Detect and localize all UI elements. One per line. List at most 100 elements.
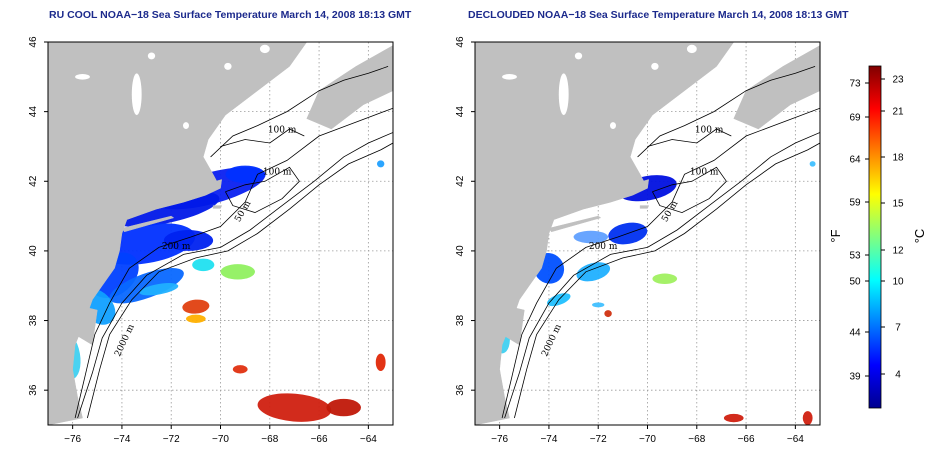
left-sst-patch: [225, 165, 265, 184]
left-land-feature: [121, 215, 175, 233]
right-land-feature: [634, 179, 650, 191]
left-contour-label: 200 m: [162, 242, 191, 252]
left-sst-patch: [139, 283, 179, 296]
left-lon-tick-label: −64: [360, 434, 377, 445]
right-land-feature: [733, 45, 820, 130]
right-land-feature: [548, 215, 602, 233]
colorbar-c-label: 21: [892, 107, 904, 118]
left-land-feature: [212, 205, 223, 209]
left-bathymetry-contour: [77, 132, 393, 419]
left-bathymetry-contour: [210, 66, 389, 158]
right-lat-tick-label: 40: [455, 245, 466, 257]
colorbar-f-label: 44: [849, 328, 861, 339]
right-lon-tick-label: −64: [787, 434, 804, 445]
colorbar-c-label: 4: [895, 370, 901, 381]
right-lon-tick-label: −76: [491, 434, 508, 445]
left-land-feature: [306, 45, 393, 130]
left-lat-tick-label: 36: [28, 384, 39, 396]
left-sst-patch: [113, 191, 220, 227]
left-lon-tick-label: −76: [64, 434, 81, 445]
right-bathymetry-contour: [501, 107, 820, 419]
left-lat-tick-label: 38: [28, 315, 39, 327]
right-lake: [610, 122, 616, 130]
right-sst-patch: [802, 411, 813, 425]
left-lat-tick-label: 46: [28, 36, 39, 48]
left-sst-patch: [257, 393, 332, 422]
right-sst-patch: [573, 230, 609, 244]
right-lon-tick-label: −66: [738, 434, 755, 445]
left-lon-tick-label: −74: [113, 434, 130, 445]
colorbar-c-label: 23: [892, 75, 904, 86]
left-sst-patch: [192, 258, 215, 272]
left-contour-label: 100 m: [263, 167, 292, 177]
left-lon-tick-label: −72: [163, 434, 180, 445]
colorbar-f-label: 59: [849, 198, 861, 209]
right-sst-patch: [604, 310, 612, 318]
right-bathymetry-contour: [652, 166, 727, 214]
left-lon-tick-label: −70: [212, 434, 229, 445]
right-contour-label: 100 m: [690, 167, 719, 177]
right-lat-tick-label: 46: [455, 36, 466, 48]
left-sst-patch: [326, 398, 361, 417]
colorbar-f-label: 50: [849, 277, 861, 288]
left-sst-patch: [109, 268, 184, 304]
left-sst-patch: [232, 365, 248, 374]
colorbar-c-label: 15: [892, 199, 904, 210]
right-sst-patch: [576, 262, 611, 282]
left-lon-tick-label: −68: [261, 434, 278, 445]
left-lake: [259, 44, 270, 54]
left-sst-patch: [182, 299, 210, 314]
left-lake: [131, 73, 142, 116]
right-bathymetry-contour: [637, 66, 816, 158]
right-lon-tick-label: −68: [688, 434, 705, 445]
left-sst-patch: [220, 264, 255, 280]
right-lon-tick-label: −72: [590, 434, 607, 445]
right-bathymetry-contour: [514, 142, 820, 419]
colorbar-unit-fahrenheit: °F: [828, 229, 843, 242]
right-lake: [502, 74, 517, 80]
right-sst-patch: [652, 273, 678, 284]
colorbar-f-label: 39: [849, 372, 861, 383]
colorbar-gradient: [868, 65, 882, 409]
right-lat-tick-label: 44: [455, 106, 466, 118]
right-land-feature: [639, 205, 650, 209]
left-sst-patch: [376, 160, 385, 168]
right-lake: [686, 44, 697, 54]
left-lake: [183, 122, 189, 130]
left-land-mainland: [48, 42, 308, 425]
colorbar-f-label: 53: [849, 251, 861, 262]
left-contour-label: 100 m: [268, 126, 297, 136]
colorbar-c-label: 12: [892, 246, 904, 257]
right-lat-tick-label: 36: [455, 384, 466, 396]
colorbar-c-label: 7: [895, 323, 901, 334]
left-lon-tick-label: −66: [311, 434, 328, 445]
left-land-feature: [207, 179, 223, 191]
right-contour-label: 100 m: [695, 126, 724, 136]
left-sst-patch: [186, 314, 206, 323]
left-lat-tick-label: 40: [28, 245, 39, 257]
right-lake: [651, 62, 659, 70]
right-contour-label: 200 m: [589, 242, 618, 252]
left-bathymetry-contour: [225, 166, 300, 214]
left-sst-patch: [163, 230, 214, 251]
left-lat-tick-label: 44: [28, 106, 39, 118]
left-lake: [75, 74, 90, 80]
right-bathymetry-contour: [647, 128, 732, 147]
left-lake: [224, 62, 232, 70]
colorbar-f-label: 64: [849, 155, 861, 166]
left-sst-patch: [375, 353, 386, 372]
left-bathymetry-contour: [74, 107, 393, 419]
right-lon-tick-label: −74: [540, 434, 557, 445]
right-land-mainland: [475, 42, 735, 425]
right-lon-tick-label: −70: [639, 434, 656, 445]
colorbar-c-label: 10: [892, 277, 904, 288]
right-bathymetry-contour: [504, 132, 820, 419]
left-panel-title: RU COOL NOAA−18 Sea Surface Temperature …: [49, 9, 412, 21]
left-lat-tick-label: 42: [28, 175, 39, 187]
left-bathymetry-contour: [87, 142, 393, 419]
